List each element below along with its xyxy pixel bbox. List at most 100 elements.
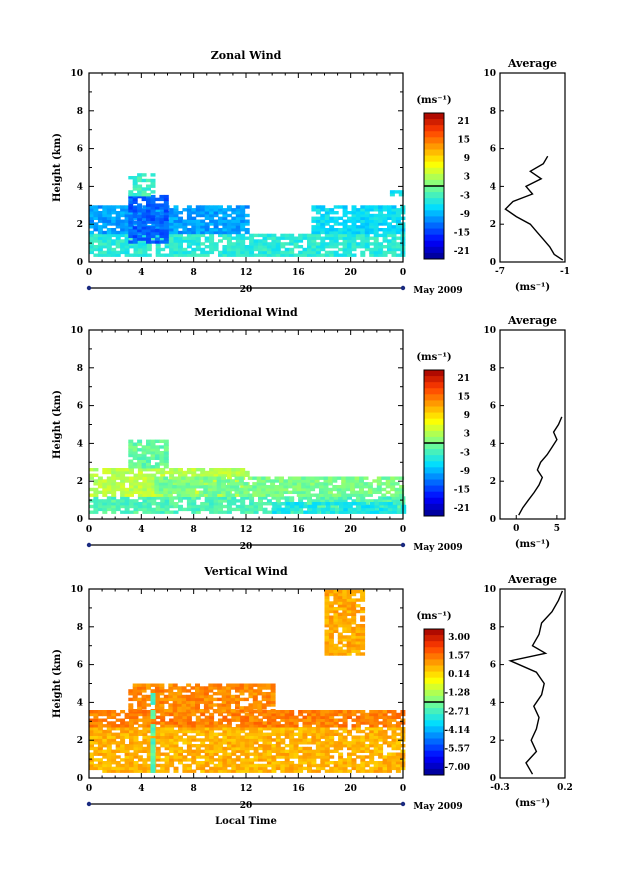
heatmap-cell (129, 490, 134, 494)
heatmap-cell (276, 507, 282, 512)
heatmap-cell (244, 253, 250, 257)
heatmap-cell (324, 643, 330, 648)
heatmap-cell (106, 752, 112, 756)
heatmap-cell (395, 504, 401, 509)
heatmap-cell (347, 755, 352, 759)
heatmap-cell (163, 700, 169, 704)
heatmap-cell (323, 493, 329, 497)
heatmap-cell (89, 219, 94, 223)
heatmap-cell (221, 689, 227, 693)
heatmap-cell (284, 710, 290, 714)
heatmap-cell (360, 499, 366, 503)
heatmap-cell (293, 239, 299, 243)
heatmap-cell (167, 487, 173, 492)
heatmap-cell (124, 755, 130, 759)
heatmap-cell (360, 629, 366, 633)
heatmap-cell (240, 213, 246, 218)
heatmap-cell (249, 715, 255, 719)
heatmap-cell (191, 253, 197, 257)
heatmap-cell (231, 253, 237, 257)
heatmap-cell (289, 721, 295, 725)
heatmap-cell (360, 718, 366, 722)
heatmap-cell (351, 253, 357, 257)
x-tick-label: 16 (292, 268, 305, 278)
heatmap-cell (271, 718, 277, 722)
colorbar-swatch (424, 173, 444, 181)
heatmap-cell (332, 487, 338, 492)
heatmap-cell (137, 448, 143, 452)
heatmap-cell (333, 230, 339, 235)
heatmap-cell (382, 712, 388, 717)
heatmap-cell (151, 718, 157, 722)
heatmap-cell (111, 504, 117, 509)
heatmap-cell (173, 216, 179, 220)
heatmap-cell (178, 247, 183, 252)
heatmap-cell (129, 758, 134, 762)
heatmap-cell (391, 205, 397, 209)
heatmap-cell (169, 746, 175, 751)
heatmap-cell (213, 205, 219, 209)
heatmap-cell (337, 649, 343, 653)
heatmap-cell (141, 187, 147, 191)
heatmap-cell (164, 504, 170, 509)
average-frame (499, 588, 566, 779)
heatmap-cell (208, 683, 214, 687)
heatmap-cell (102, 752, 108, 756)
heatmap-cell (240, 470, 246, 475)
heatmap-cell (154, 490, 160, 494)
heatmap-cell (230, 686, 236, 690)
heatmap-cell (240, 216, 246, 220)
heatmap-cell (287, 485, 293, 489)
heatmap-cell (315, 729, 321, 734)
heatmap-cell (226, 706, 232, 710)
heatmap-cell (120, 738, 126, 742)
heatmap-cell (338, 712, 344, 717)
heatmap-cell (370, 507, 375, 512)
heatmap-cell (173, 222, 179, 226)
heatmap-cell (324, 763, 330, 768)
heatmap-cell (173, 208, 179, 212)
heatmap-cell (369, 236, 375, 240)
heatmap-cell (395, 755, 401, 759)
heatmap-cell (342, 242, 348, 246)
heatmap-cell (311, 769, 317, 773)
heatmap-cell (333, 607, 339, 611)
heatmap-cell (106, 242, 112, 246)
heatmap-cell (163, 709, 169, 713)
heatmap-cell (333, 242, 339, 246)
heatmap-cell (258, 724, 263, 728)
colorbar-swatch (424, 443, 444, 450)
colorbar-swatch (424, 708, 444, 715)
heatmap-cell (218, 211, 223, 215)
heatmap-cell (186, 250, 192, 255)
heatmap-cell (169, 222, 175, 226)
heatmap-cell (324, 732, 330, 736)
heatmap-cell (190, 487, 195, 492)
heatmap-cell (240, 225, 246, 229)
heatmap-cell (93, 735, 99, 739)
heatmap-cell (159, 706, 165, 710)
heatmap-cell (244, 738, 250, 742)
heatmap-cell (226, 247, 232, 252)
colorbar-swatch (424, 424, 444, 432)
heatmap-cell (320, 222, 326, 226)
heatmap-cell (137, 504, 143, 509)
heatmap-cell (333, 250, 339, 255)
heatmap-cell (120, 228, 126, 232)
heatmap-cell (150, 746, 156, 751)
heatmap-cell (262, 727, 268, 731)
heatmap-cell (213, 749, 219, 753)
heatmap-cell (146, 735, 152, 739)
heatmap-cell (387, 247, 392, 252)
heatmap-cell (163, 206, 169, 210)
heatmap-cell (190, 490, 195, 494)
heatmap-cell (289, 727, 295, 731)
heatmap-cell (360, 632, 366, 636)
heatmap-cell (235, 729, 241, 734)
heatmap-cell (261, 487, 267, 492)
heatmap-cell (391, 729, 397, 734)
heatmap-cell (146, 203, 151, 207)
heatmap-cell (320, 755, 326, 759)
heatmap-cell (195, 493, 201, 497)
heatmap-cell (369, 222, 375, 226)
